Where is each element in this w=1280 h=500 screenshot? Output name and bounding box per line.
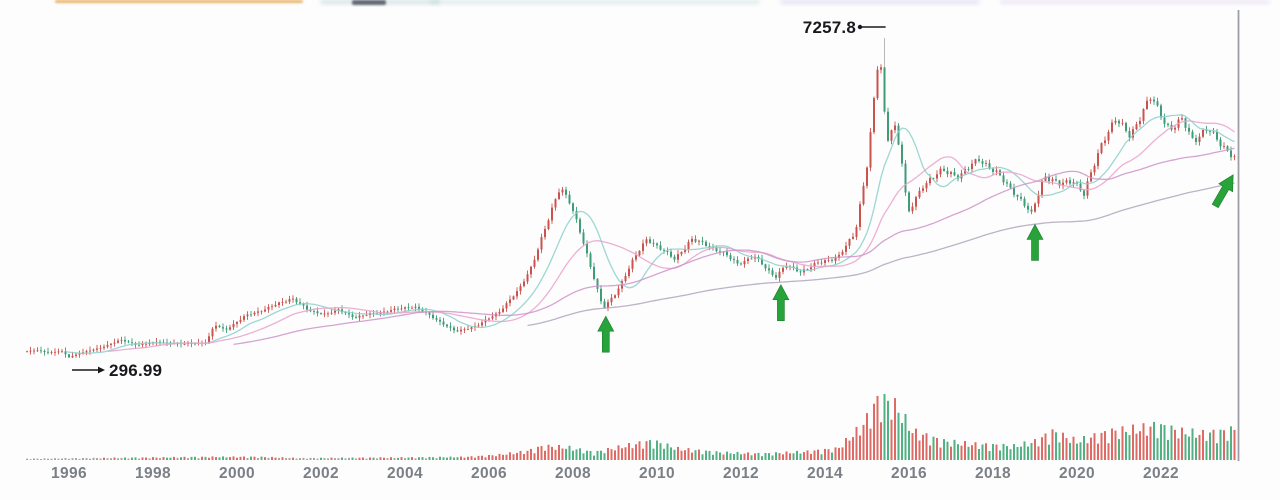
candlestick-series bbox=[26, 38, 1236, 358]
high-marker-dot bbox=[857, 24, 863, 30]
buy-signal-arrows bbox=[597, 174, 1234, 353]
toolbar-remnant-smudge bbox=[55, 0, 303, 3]
x-axis-year-label: 2014 bbox=[807, 465, 843, 482]
ma-lines bbox=[65, 114, 1235, 354]
ma-line-24 bbox=[107, 120, 1235, 353]
ma-line-144 bbox=[527, 182, 1235, 327]
x-axis-year-label: 2000 bbox=[219, 465, 255, 482]
x-axis-year-label: 2004 bbox=[387, 465, 423, 482]
ma-line-60 bbox=[233, 147, 1235, 346]
x-axis-year-label: 2020 bbox=[1059, 465, 1095, 482]
cropped-toolbar-remnant bbox=[0, 0, 1280, 7]
x-axis-year-label: 1998 bbox=[135, 465, 171, 482]
x-axis-year-label: 2010 bbox=[639, 465, 675, 482]
buy-signal-arrow bbox=[1026, 223, 1044, 261]
x-axis-year-label: 2006 bbox=[471, 465, 507, 482]
x-axis-year-label: 2016 bbox=[891, 465, 927, 482]
x-axis-year-label: 2002 bbox=[303, 465, 339, 482]
low-price-label: 296.99 bbox=[109, 361, 162, 380]
toolbar-remnant-smudge bbox=[430, 0, 760, 4]
low-price-annotation: 296.99 bbox=[72, 361, 162, 380]
volume-series bbox=[26, 394, 1236, 460]
x-axis: 1996 1998 2000 2002 2004 2006 2008 2010 2012 2014… bbox=[51, 465, 1179, 482]
toolbar-remnant-smudge bbox=[1000, 0, 1270, 4]
ma-line-12 bbox=[65, 114, 1235, 354]
x-axis-year-label: 2018 bbox=[975, 465, 1011, 482]
x-axis-year-label: 2008 bbox=[555, 465, 591, 482]
low-marker-arrowhead bbox=[98, 366, 105, 374]
buy-signal-arrow bbox=[1211, 174, 1234, 209]
toolbar-remnant-smudge bbox=[352, 0, 386, 5]
x-axis-year-label: 2022 bbox=[1143, 465, 1179, 482]
high-price-label: 7257.8 bbox=[803, 18, 856, 37]
high-price-annotation: 7257.8 bbox=[803, 18, 886, 37]
x-axis-year-label: 2012 bbox=[723, 465, 759, 482]
x-axis-year-label: 1996 bbox=[51, 465, 87, 482]
toolbar-remnant-smudge bbox=[780, 0, 980, 4]
buy-signal-arrow bbox=[772, 284, 790, 322]
buy-signal-arrow bbox=[597, 315, 615, 353]
